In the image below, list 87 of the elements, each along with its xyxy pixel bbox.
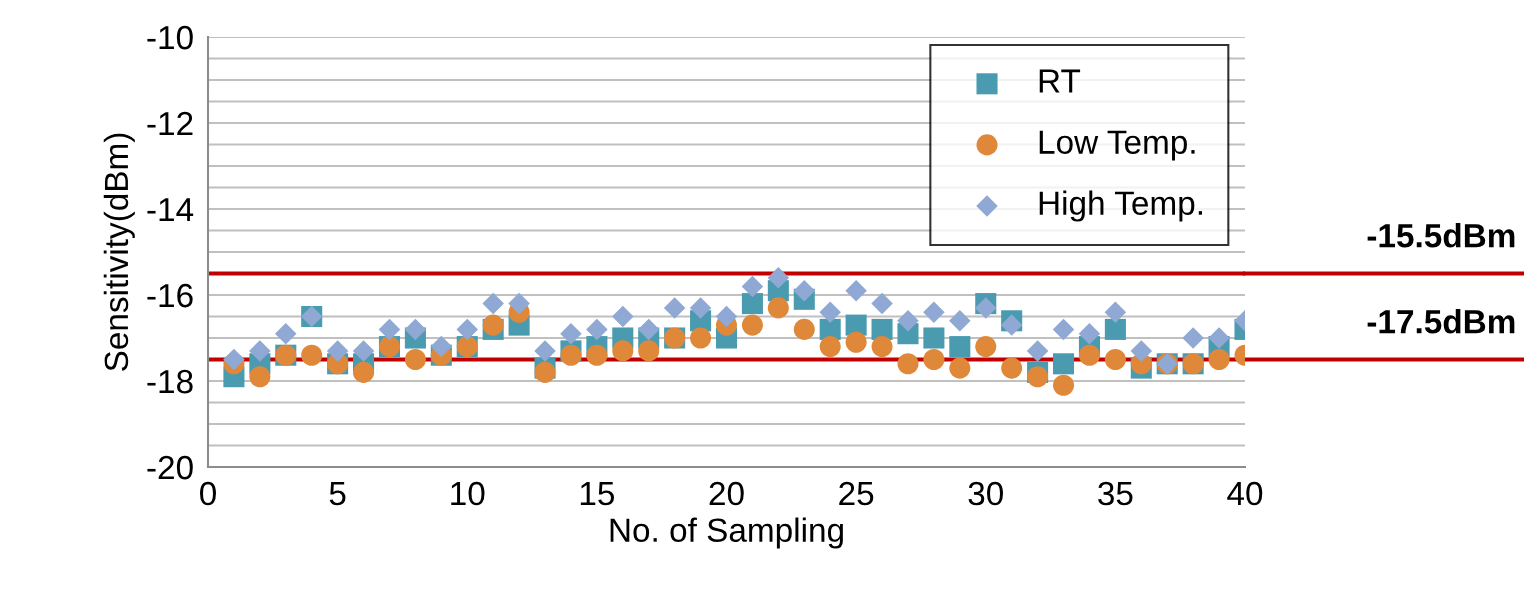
point <box>845 331 867 353</box>
point <box>404 348 426 371</box>
point <box>352 340 375 362</box>
point <box>249 366 271 388</box>
point <box>612 340 634 362</box>
y-tick-label: -16 <box>147 283 193 308</box>
ref-line-label: -15.5dBm <box>1367 223 1515 248</box>
x-tick-label: 15 <box>580 482 615 506</box>
point <box>508 292 530 315</box>
ref-line-label: -17.5dBm <box>1367 309 1515 334</box>
point <box>819 336 841 358</box>
y-tick-label: -20 <box>147 455 193 480</box>
point <box>871 336 893 358</box>
point <box>923 301 945 323</box>
point <box>1078 344 1100 366</box>
point <box>793 279 816 302</box>
x-tick-label: 35 <box>1098 481 1133 506</box>
point <box>586 344 608 366</box>
point <box>897 310 919 332</box>
point <box>534 340 556 362</box>
point <box>923 348 945 371</box>
x-tick-label: 5 <box>329 482 346 506</box>
point <box>1104 348 1126 371</box>
point <box>923 327 945 349</box>
point <box>482 292 504 315</box>
x-tick-label: 0 <box>200 481 216 506</box>
point <box>1052 374 1075 396</box>
point <box>663 297 686 319</box>
point <box>456 318 479 341</box>
y-tick-label: -18 <box>147 369 193 394</box>
y-tick-label: -14 <box>147 198 194 222</box>
point <box>612 305 634 328</box>
point <box>430 335 453 358</box>
point <box>223 348 245 371</box>
point <box>689 297 712 319</box>
point <box>1182 327 1204 349</box>
y-tick-label: -10 <box>147 25 193 50</box>
x-axis-title: No. of Sampling <box>610 517 843 549</box>
point <box>1104 301 1127 323</box>
point <box>637 318 660 341</box>
point <box>793 318 815 340</box>
point <box>1052 318 1075 341</box>
point <box>949 357 971 379</box>
y-axis-title: Sensitivity(dBm) <box>103 133 135 371</box>
y-tick-label: -12 <box>147 111 193 136</box>
point <box>301 344 323 366</box>
point <box>249 340 271 362</box>
point <box>690 327 712 349</box>
point <box>741 275 764 298</box>
point <box>767 297 789 319</box>
point <box>404 318 427 341</box>
point <box>378 318 401 341</box>
point <box>586 318 608 341</box>
point <box>819 301 841 323</box>
point <box>1208 348 1230 371</box>
legend-label: High Temp. <box>1039 190 1202 222</box>
point <box>1130 340 1153 362</box>
point <box>560 322 582 345</box>
point <box>1208 327 1230 349</box>
point <box>1078 322 1101 345</box>
point <box>1027 366 1049 388</box>
point <box>897 353 919 375</box>
point <box>326 340 349 362</box>
point <box>767 267 790 289</box>
point <box>1026 340 1049 362</box>
point <box>1052 353 1075 375</box>
point <box>949 310 971 332</box>
point <box>845 279 867 302</box>
x-tick-label: 25 <box>839 481 874 506</box>
point <box>949 336 971 358</box>
x-tick-label: 30 <box>968 481 1003 506</box>
point <box>741 293 763 315</box>
x-tick-label: 10 <box>451 481 485 506</box>
point <box>1104 318 1126 340</box>
point <box>638 340 660 362</box>
point <box>741 314 763 336</box>
point <box>275 322 297 345</box>
x-tick-label: 40 <box>1227 481 1263 506</box>
x-tick-label: 20 <box>709 481 744 506</box>
point <box>1001 357 1023 379</box>
legend-label: Low Temp. <box>1039 130 1195 161</box>
point <box>975 336 997 358</box>
legend-label: RT <box>1039 69 1081 93</box>
point <box>871 318 893 340</box>
point <box>871 292 893 315</box>
point <box>353 361 375 383</box>
point <box>715 305 738 328</box>
